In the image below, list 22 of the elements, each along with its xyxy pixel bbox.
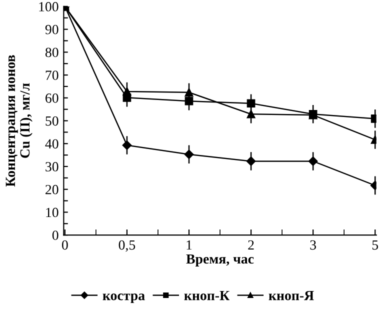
y-tick-label: 40 xyxy=(45,139,58,149)
x-tick-label: 5 xyxy=(372,240,378,250)
y-tick-label: 100 xyxy=(39,2,58,12)
y-tick-label: 20 xyxy=(46,184,58,194)
legend-label: костра xyxy=(102,294,145,304)
y-tick-label: 70 xyxy=(46,70,58,80)
y-axis-title: Концентрация ионов Cu (II), мг/л xyxy=(6,55,32,187)
x-tick-label: 1 xyxy=(186,240,192,250)
x-tick-label: 3 xyxy=(310,240,316,250)
y-tick-label: 10 xyxy=(46,208,58,218)
y-tick-label: 30 xyxy=(46,162,58,172)
y-tick-label: 60 xyxy=(46,93,58,103)
y-tick-label: 80 xyxy=(45,48,58,58)
x-tick-label: 0 xyxy=(62,240,68,250)
y-tick-label: 0 xyxy=(52,230,58,240)
y-tick-label: 50 xyxy=(46,116,58,126)
legend-label: кноп-Я xyxy=(268,291,314,300)
legend-label: кноп-К xyxy=(184,291,230,300)
x-tick-label: 2 xyxy=(248,240,254,250)
y-tick-label: 90 xyxy=(45,24,58,34)
x-axis-title: Время, час xyxy=(186,254,254,266)
x-tick-label: 0,5 xyxy=(118,240,136,252)
